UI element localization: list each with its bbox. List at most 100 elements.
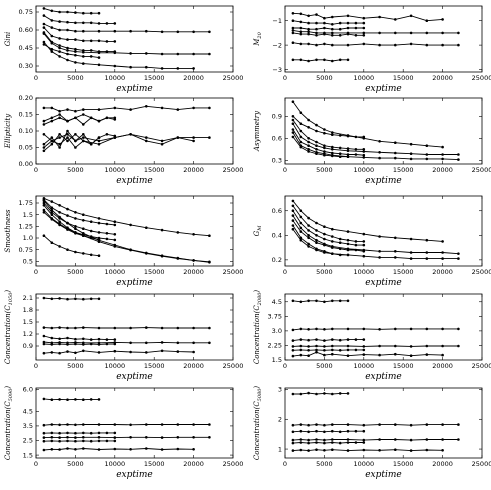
series-line bbox=[292, 424, 459, 426]
data-point bbox=[50, 206, 54, 209]
data-point bbox=[89, 220, 93, 223]
data-point bbox=[50, 40, 54, 44]
data-point bbox=[378, 250, 381, 253]
data-point bbox=[299, 429, 303, 433]
data-point bbox=[409, 449, 413, 452]
data-point bbox=[331, 429, 334, 433]
series-line bbox=[43, 105, 210, 112]
series-line bbox=[43, 23, 210, 33]
data-point bbox=[82, 227, 85, 230]
data-point bbox=[50, 50, 54, 53]
data-point bbox=[42, 211, 46, 214]
y-axis-label: GM bbox=[253, 225, 263, 237]
data-point bbox=[42, 234, 46, 237]
data-point bbox=[42, 149, 46, 153]
data-point bbox=[50, 448, 54, 451]
data-point bbox=[346, 43, 350, 47]
data-point bbox=[113, 439, 117, 443]
x-tick-label: 25000 bbox=[472, 362, 491, 370]
data-point bbox=[113, 29, 117, 33]
data-point bbox=[354, 441, 358, 444]
x-tick-label: 5000 bbox=[316, 460, 333, 468]
data-point bbox=[82, 108, 85, 111]
data-point bbox=[346, 26, 350, 30]
x-tick-label: 15000 bbox=[393, 362, 414, 370]
data-point bbox=[315, 248, 318, 252]
series-line bbox=[292, 42, 459, 46]
data-point bbox=[338, 58, 342, 62]
data-point bbox=[176, 136, 180, 139]
data-point bbox=[89, 297, 93, 301]
data-point bbox=[50, 336, 54, 340]
data-point bbox=[160, 52, 164, 56]
data-point bbox=[176, 423, 180, 426]
data-point bbox=[74, 439, 77, 443]
data-point bbox=[331, 240, 334, 243]
series-line bbox=[43, 211, 100, 240]
data-point bbox=[307, 216, 310, 220]
data-point bbox=[176, 108, 180, 111]
data-point bbox=[208, 136, 211, 139]
y-axis-label: Gini bbox=[4, 32, 12, 47]
y-tick-label: 0.9 bbox=[272, 113, 282, 121]
data-point bbox=[291, 392, 295, 396]
data-point bbox=[307, 140, 310, 144]
data-point bbox=[89, 431, 93, 435]
data-point bbox=[323, 392, 326, 395]
data-point bbox=[441, 18, 444, 21]
data-point bbox=[113, 116, 117, 120]
data-point bbox=[97, 217, 101, 220]
x-tick-label: 15000 bbox=[393, 460, 414, 468]
data-point bbox=[208, 260, 211, 264]
data-point bbox=[50, 241, 54, 244]
data-point bbox=[50, 343, 54, 346]
data-point bbox=[394, 438, 397, 441]
data-point bbox=[409, 237, 413, 241]
data-point bbox=[331, 246, 334, 249]
data-point bbox=[291, 227, 295, 231]
data-point bbox=[66, 398, 69, 402]
data-point bbox=[66, 49, 69, 52]
series-line bbox=[292, 27, 364, 30]
data-point bbox=[291, 438, 295, 442]
data-point bbox=[50, 218, 54, 221]
data-point bbox=[346, 392, 350, 395]
data-point bbox=[307, 236, 310, 240]
data-point bbox=[66, 136, 69, 139]
data-point bbox=[346, 238, 350, 242]
y-tick-label: 0.6 bbox=[272, 135, 282, 143]
y-tick-label: −2 bbox=[272, 41, 282, 49]
series-line bbox=[292, 228, 348, 256]
data-point bbox=[82, 55, 85, 58]
panel-2: 0 5000 10000 15000 20000 25000 −3 −2 −1 exptime M2… bbox=[253, 5, 491, 94]
data-point bbox=[346, 14, 350, 18]
data-point bbox=[457, 158, 460, 161]
data-point bbox=[192, 136, 195, 139]
data-point bbox=[409, 345, 413, 348]
y-tick-label: 1.5 bbox=[23, 211, 33, 219]
data-point bbox=[42, 146, 46, 149]
x-tick-label: 20000 bbox=[183, 268, 204, 276]
data-point bbox=[82, 326, 85, 329]
data-point bbox=[192, 233, 195, 236]
data-point bbox=[315, 123, 318, 127]
data-point bbox=[192, 326, 195, 330]
data-point bbox=[346, 253, 350, 257]
data-point bbox=[331, 34, 334, 37]
data-point bbox=[425, 438, 429, 441]
data-point bbox=[299, 348, 303, 352]
y-tick-label: 3 bbox=[278, 386, 282, 394]
data-point bbox=[82, 133, 85, 136]
data-point bbox=[425, 153, 429, 156]
data-point bbox=[176, 30, 180, 34]
data-point bbox=[113, 106, 117, 110]
data-point bbox=[291, 41, 295, 44]
data-point bbox=[58, 297, 61, 300]
data-point bbox=[58, 10, 61, 14]
y-axis-label: Asymmetry bbox=[253, 110, 261, 152]
data-point bbox=[66, 133, 69, 136]
x-tick-label: 10000 bbox=[353, 166, 374, 174]
data-point bbox=[315, 338, 318, 341]
data-point bbox=[82, 431, 85, 435]
